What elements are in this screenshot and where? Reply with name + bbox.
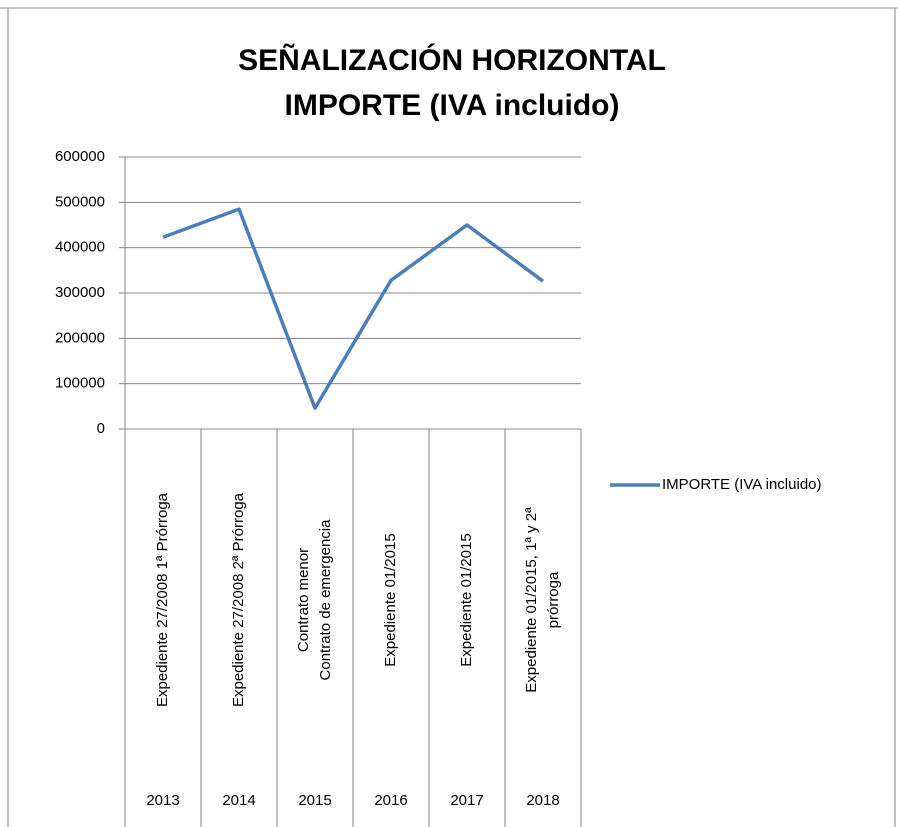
x-group-label: 2015 — [298, 792, 331, 809]
y-tick-label: 300000 — [55, 284, 105, 301]
y-tick-label: 400000 — [55, 239, 105, 256]
x-tick-label: Expediente 27/2008 2ª Prórroga — [230, 492, 247, 707]
y-tick-label: 600000 — [55, 148, 105, 165]
y-tick-label: 500000 — [55, 193, 105, 210]
x-tick-label: Expediente 01/2015, 1ª y 2ª — [523, 507, 540, 693]
x-tick-label: Expediente 01/2015 — [458, 533, 475, 666]
y-tick-label: 200000 — [55, 329, 105, 346]
x-tick-label: Contrato de emergencia — [317, 519, 334, 681]
x-group-label: 2017 — [450, 792, 483, 809]
x-tick-label: prórroga — [545, 571, 562, 628]
chart-title: SEÑALIZACIÓN HORIZONTAL — [238, 43, 666, 77]
y-tick-label: 0 — [97, 420, 105, 437]
legend-label: IMPORTE (IVA incluido) — [662, 476, 822, 493]
x-group-label: 2018 — [526, 792, 559, 809]
y-tick-label: 100000 — [55, 375, 105, 392]
x-tick-label: Expediente 27/2008 1ª Prórroga — [154, 492, 171, 707]
x-group-label: 2014 — [222, 792, 255, 809]
line-series — [162, 207, 545, 410]
chart-title: IMPORTE (IVA incluido) — [285, 89, 620, 122]
x-tick-label: Expediente 01/2015 — [382, 533, 399, 666]
x-group-label: 2016 — [374, 792, 407, 809]
x-group-label: 2013 — [146, 792, 179, 809]
x-tick-label: Contrato menor — [295, 548, 312, 652]
